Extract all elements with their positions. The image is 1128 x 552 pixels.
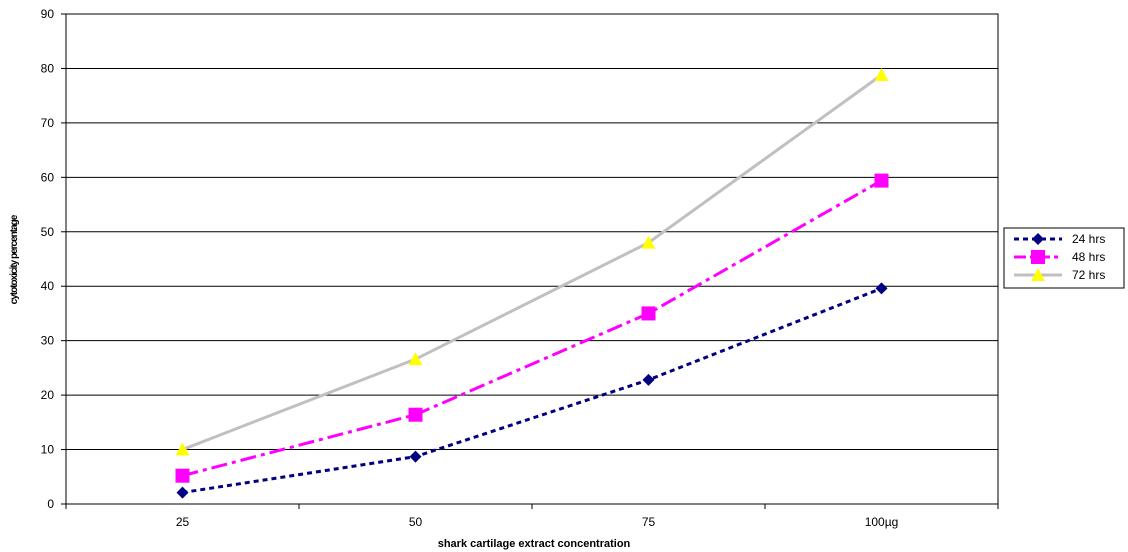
y-tick-label: 10 [41,443,55,457]
marker-diamond [1032,233,1044,245]
legend-entry: 24 hrs [1014,232,1105,246]
marker-square [175,468,190,483]
y-tick-label: 70 [41,116,55,130]
series-48-hrs [175,173,889,483]
y-tick-label: 60 [41,170,55,184]
y-tick-label: 90 [41,7,55,21]
marker-triangle [408,352,423,366]
legend-label: 24 hrs [1072,232,1105,246]
series-group [175,67,889,499]
marker-diamond [875,282,888,295]
x-tick-labels: 25 50 75 100µg [176,515,898,529]
marker-triangle [874,67,889,81]
marker-square [408,407,423,422]
y-tick-label: 20 [41,388,55,402]
legend: 24 hrs 48 hrs 72 hrs [1003,227,1125,289]
marker-diamond [176,486,189,499]
series-line [182,179,883,478]
y-tick-label: 30 [41,334,55,348]
y-tick-label: 0 [47,497,54,511]
y-tick-labels: 0 10 20 30 40 50 60 70 80 90 [41,7,55,511]
legend-entry: 72 hrs [1014,268,1105,282]
y-tick-label: 50 [41,225,55,239]
marker-triangle [175,442,190,456]
y-axis-title: cytotoxicity percentage [9,214,20,304]
marker-square [1031,250,1045,264]
series-72-hrs [175,67,889,456]
marker-diamond [642,373,655,386]
x-tick-label: 100µg [865,515,899,529]
legend-entry: 48 hrs [1014,250,1105,264]
marker-diamond [409,450,422,463]
marker-square [874,173,889,188]
legend-label: 48 hrs [1072,250,1105,264]
marker-square [641,306,656,321]
series-24-hrs [176,282,888,499]
marker-triangle [1031,268,1045,281]
y-tick-label: 80 [41,61,55,75]
legend-label: 72 hrs [1072,268,1105,282]
gridlines [65,13,999,505]
axes [61,13,999,509]
x-axis-title: shark cartilage extract concentration [438,538,631,550]
x-tick-label: 75 [642,515,656,529]
marker-triangle [641,235,656,249]
series-line [182,287,883,495]
y-tick-label: 40 [41,279,55,293]
plot-area [65,13,999,505]
x-tick-label: 25 [176,515,190,529]
x-tick-label: 50 [409,515,423,529]
series-line [181,73,883,451]
